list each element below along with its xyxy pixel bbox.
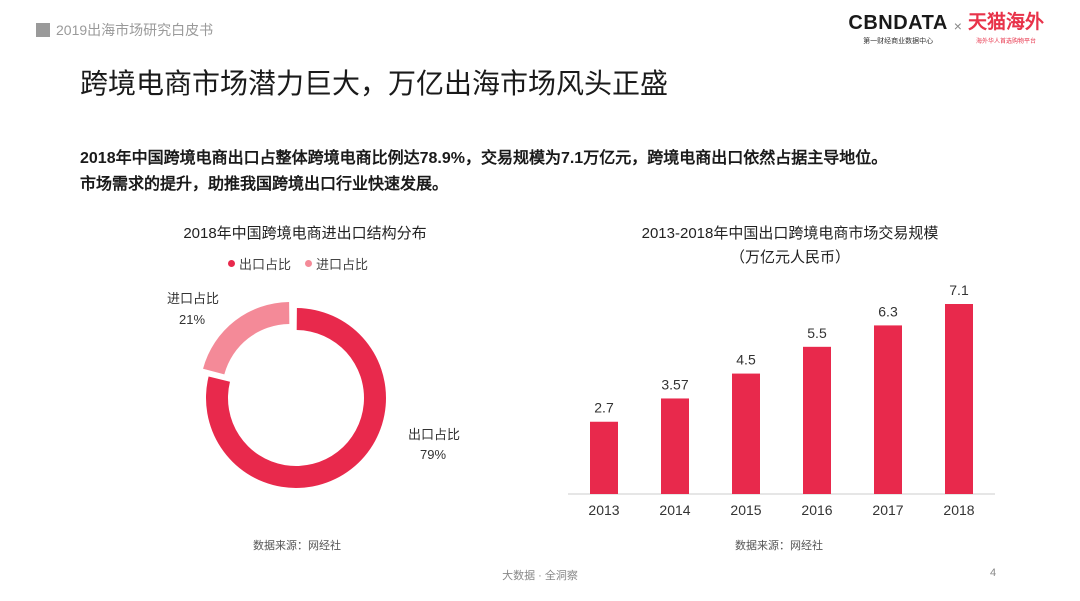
x-tick-label-2016: 2016 — [801, 502, 832, 518]
tag-square-icon — [36, 23, 50, 37]
pie-label-import-name: 进口占比 — [167, 291, 219, 306]
bar-value-label-2013: 2.7 — [594, 400, 614, 416]
cbndata-logo-subtext: 第一财经商业数据中心 — [863, 38, 934, 45]
pie-slice-import — [203, 302, 290, 375]
bar-2016 — [803, 346, 831, 494]
legend-item-import: 进口占比 — [305, 254, 368, 273]
bar-value-label-2017: 6.3 — [878, 303, 898, 319]
logo-area: CBNDATA 第一财经商业数据中心 × 天猫海外 海外华人首选购物平台 — [848, 12, 1044, 46]
tmall-logo-subtext: 海外华人首选购物平台 — [975, 39, 1036, 45]
report-tag: 2019出海市场研究白皮书 — [36, 20, 213, 40]
bar-2014 — [661, 398, 689, 494]
intro-line-2: 市场需求的提升，助推我国跨境出口行业快速发展。 — [80, 176, 449, 193]
tmall-logo-text: 天猫海外 — [967, 12, 1044, 33]
x-tick-label-2013: 2013 — [588, 502, 619, 518]
footer-slogan: 大数据 · 全洞察 — [502, 570, 578, 582]
legend-export-swatch — [228, 260, 235, 267]
bar-chart-subtitle: （万亿元人民币） — [729, 249, 850, 266]
page-number: 4 — [990, 567, 997, 579]
pie-label-export-name: 出口占比 — [408, 427, 460, 442]
pie-label-export-value: 79% — [420, 447, 446, 462]
tmall-logo: 天猫海外 海外华人首选购物平台 — [968, 12, 1044, 45]
bar-2015 — [732, 373, 760, 494]
cbndata-logo-text: CBNDATA — [848, 12, 948, 34]
cbndata-logo: CBNDATA 第一财经商业数据中心 — [848, 12, 947, 46]
bar-source: 数据来源：网经社 — [735, 540, 823, 552]
x-tick-label-2014: 2014 — [659, 502, 690, 518]
intro-line-1: 2018年中国跨境电商出口占整体跨境电商比例达78.9%，交易规模为7.1万亿元… — [80, 150, 888, 167]
page-title: 跨境电商市场潜力巨大，万亿出海市场风头正盛 — [80, 68, 669, 99]
legend-import-swatch — [305, 260, 313, 267]
legend-item-export: 出口占比 — [228, 254, 291, 273]
x-tick-label-2017: 2017 — [872, 502, 903, 518]
bar-value-label-2016: 5.5 — [807, 325, 827, 341]
legend-export-label: 出口占比 — [239, 257, 292, 272]
bar-2017 — [874, 325, 902, 494]
legend-import-label: 进口占比 — [316, 257, 369, 272]
pie-chart-title: 2018年中国跨境电商进出口结构分布 — [183, 225, 427, 242]
pie-label-import-value: 21% — [179, 312, 205, 327]
x-tick-label-2015: 2015 — [730, 502, 761, 518]
bar-2013 — [590, 421, 618, 494]
logo-separator: × — [953, 18, 962, 34]
x-tick-label-2018: 2018 — [943, 502, 974, 518]
bar-value-label-2018: 7.1 — [949, 282, 969, 298]
report-tag-text: 2019出海市场研究白皮书 — [56, 22, 214, 38]
pie-source: 数据来源：网经社 — [253, 540, 341, 552]
intro-text: 2018年中国跨境电商出口占整体跨境电商比例达78.9%，交易规模为7.1万亿元… — [80, 146, 1020, 198]
bar-value-label-2014: 3.57 — [661, 376, 688, 392]
bar-2018 — [945, 304, 973, 494]
bar-value-label-2015: 4.5 — [736, 352, 756, 368]
pie-legend: 出口占比 进口占比 — [228, 254, 368, 273]
bar-chart-title: 2013-2018年中国出口跨境电商市场交易规模 — [641, 225, 939, 242]
